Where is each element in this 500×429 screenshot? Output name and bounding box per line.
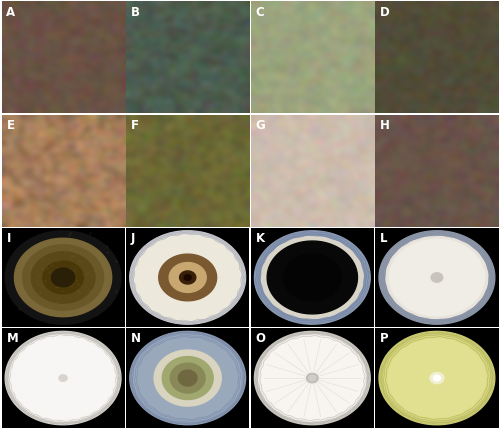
Text: A: A [6,6,16,19]
Polygon shape [162,356,213,399]
Polygon shape [22,245,103,310]
Polygon shape [5,331,121,425]
Text: P: P [380,332,389,345]
Polygon shape [258,335,366,421]
Text: M: M [6,332,18,345]
Polygon shape [5,231,121,324]
Polygon shape [154,350,222,406]
Polygon shape [12,337,114,419]
Polygon shape [388,338,486,418]
Text: N: N [131,332,141,345]
Polygon shape [379,231,495,324]
Polygon shape [159,254,216,301]
Polygon shape [180,271,196,284]
Polygon shape [306,373,318,383]
Polygon shape [184,275,191,280]
Text: C: C [256,6,264,19]
Polygon shape [11,236,115,319]
Polygon shape [31,252,95,303]
Polygon shape [52,268,74,287]
Polygon shape [254,331,370,425]
Polygon shape [9,335,117,421]
Polygon shape [379,331,495,425]
Polygon shape [134,235,241,320]
Polygon shape [43,261,84,294]
Text: H: H [380,119,390,132]
Polygon shape [169,263,206,293]
Text: J: J [131,232,136,245]
Text: G: G [256,119,266,132]
Polygon shape [7,233,119,323]
Polygon shape [267,241,358,314]
Polygon shape [434,375,440,381]
Polygon shape [386,236,488,319]
Polygon shape [6,232,120,323]
Polygon shape [309,375,316,381]
Text: I: I [6,232,11,245]
Polygon shape [170,363,205,393]
Polygon shape [284,254,341,301]
Text: K: K [256,232,265,245]
Polygon shape [9,234,117,321]
Polygon shape [8,233,118,322]
Polygon shape [390,239,484,316]
Text: L: L [380,232,388,245]
Polygon shape [254,231,370,324]
Text: E: E [6,119,14,132]
Polygon shape [430,372,444,384]
Polygon shape [262,236,363,319]
Polygon shape [130,231,246,324]
Polygon shape [262,337,363,419]
Polygon shape [14,238,112,317]
Text: O: O [256,332,266,345]
Polygon shape [10,235,116,320]
Text: B: B [131,6,140,19]
Text: F: F [131,119,139,132]
Polygon shape [134,334,242,422]
Polygon shape [384,335,490,421]
Polygon shape [178,370,197,386]
Polygon shape [431,273,442,282]
Polygon shape [59,375,67,381]
Polygon shape [12,236,114,319]
Polygon shape [130,331,246,425]
Text: D: D [380,6,390,19]
